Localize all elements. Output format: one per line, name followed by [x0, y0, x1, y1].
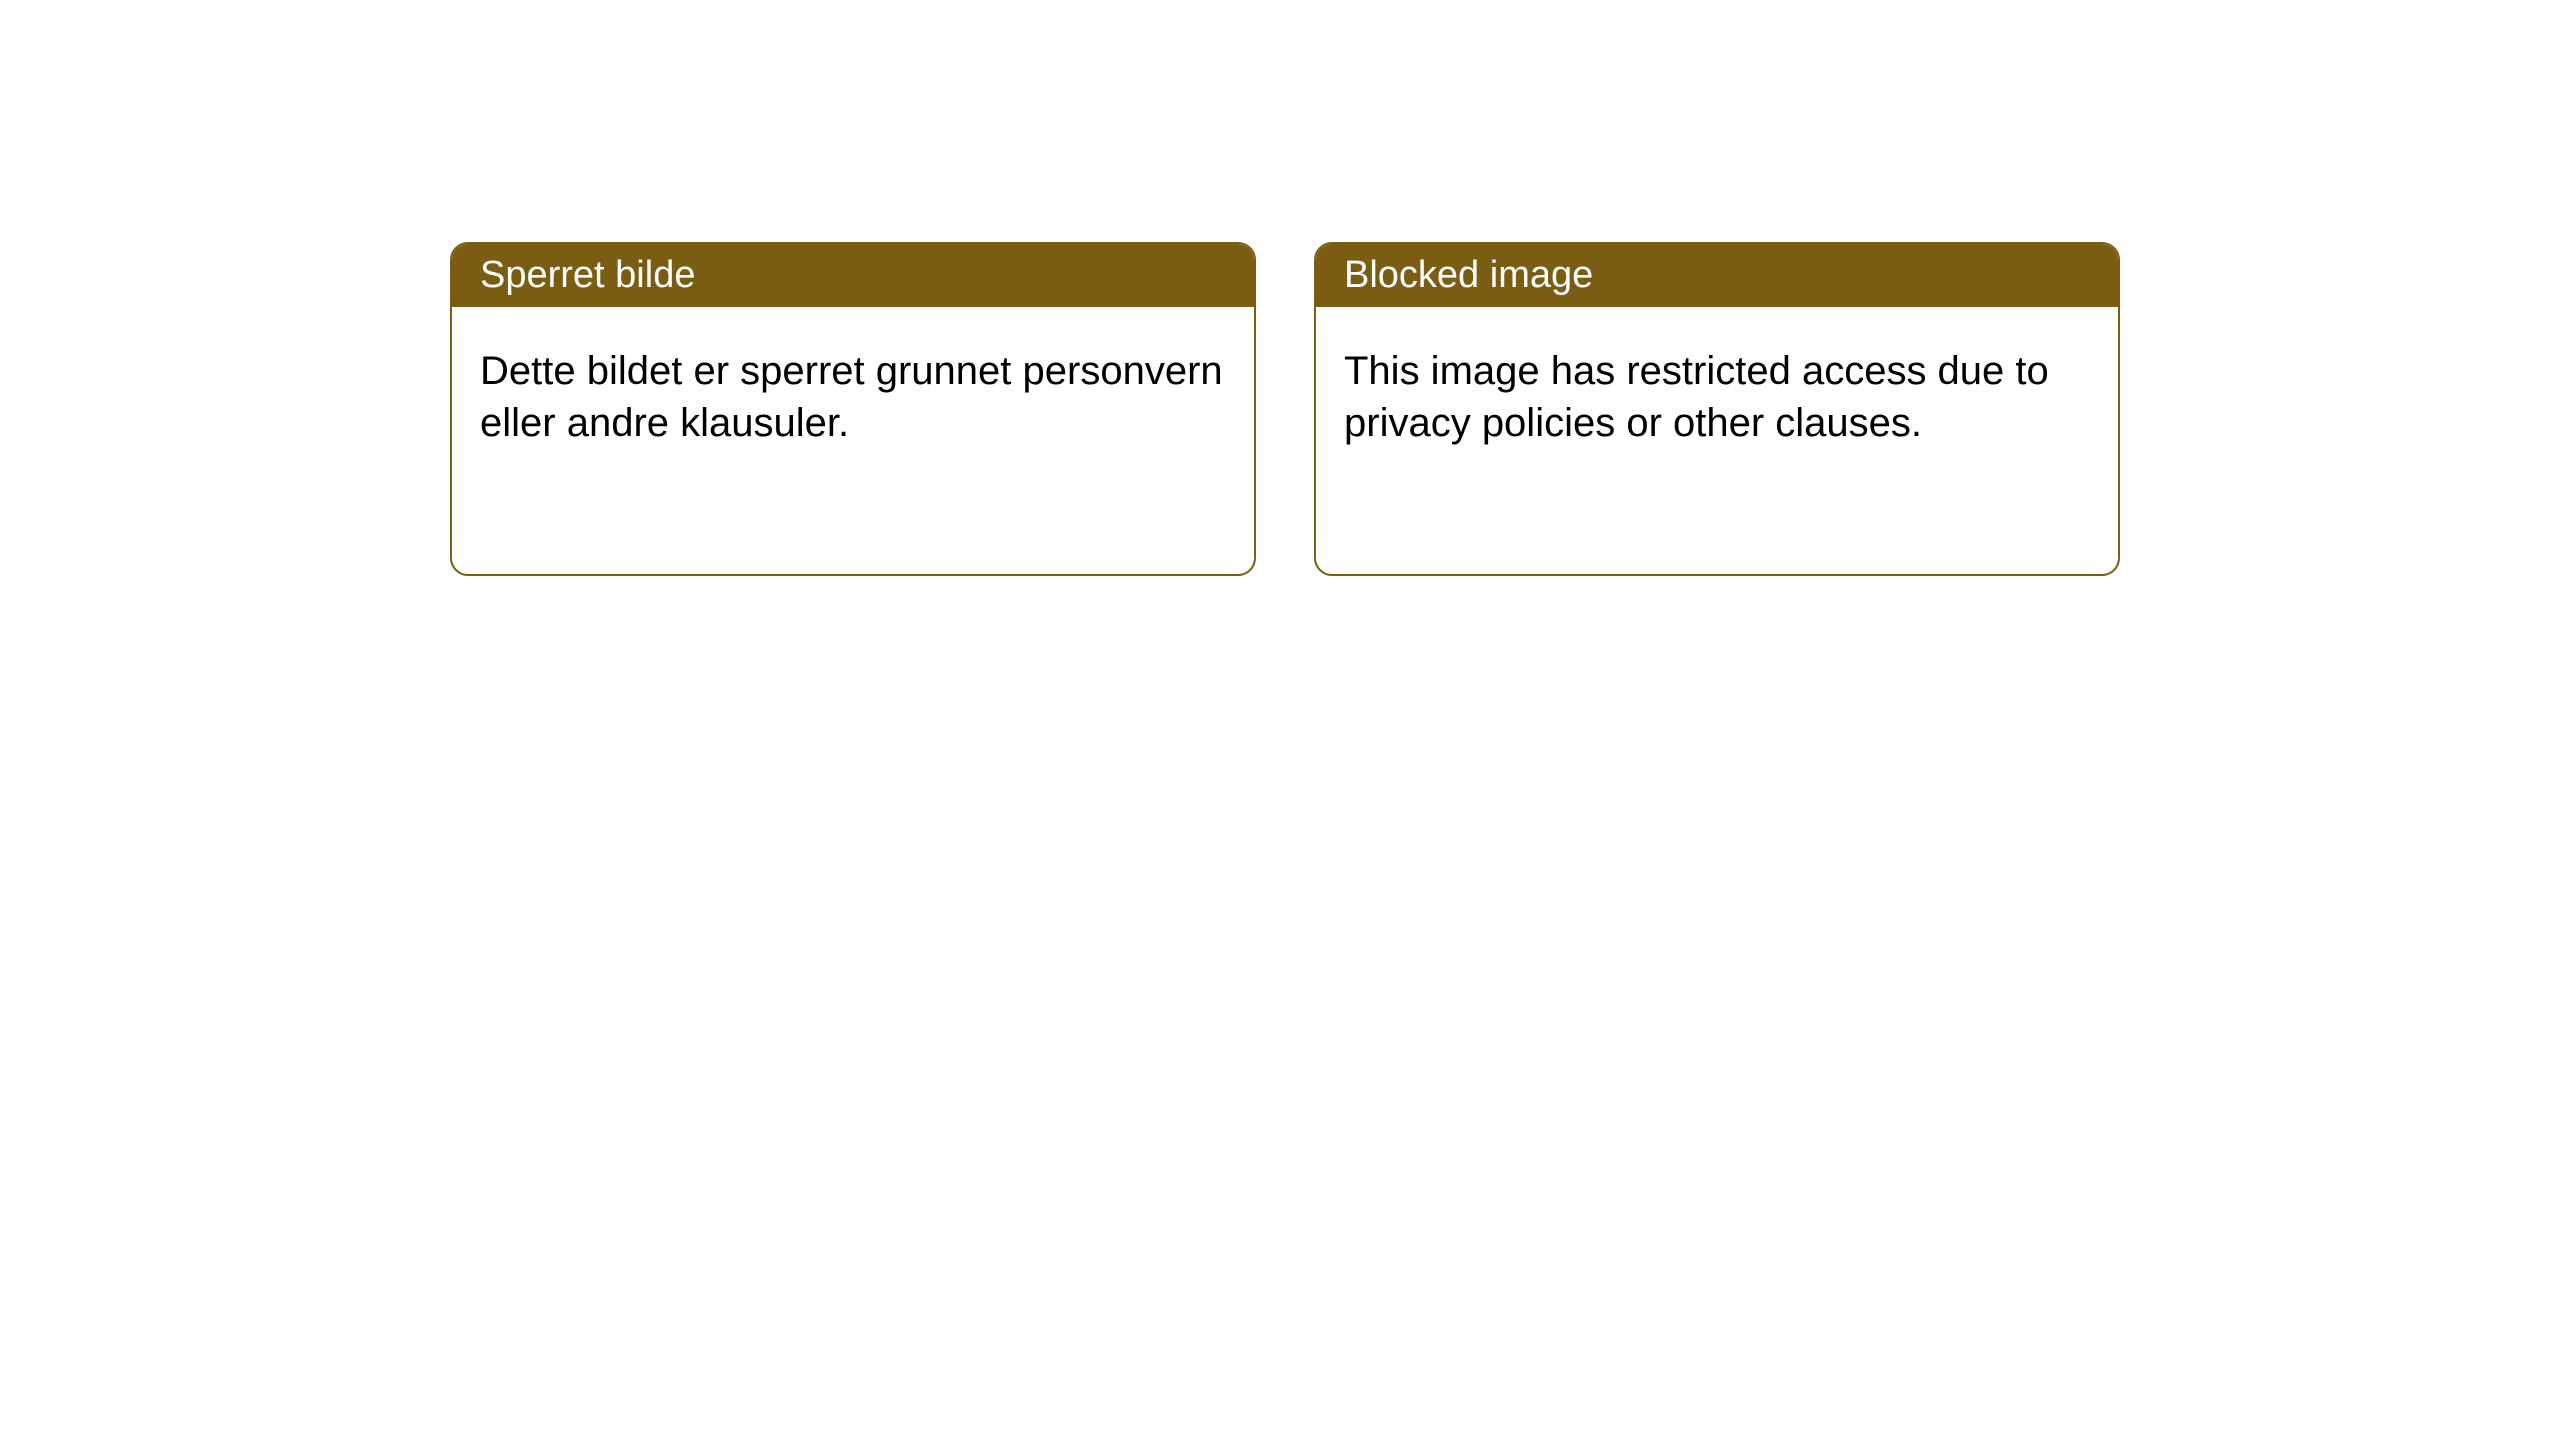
card-body-text: This image has restricted access due to … [1344, 349, 2049, 445]
blocked-image-card-norwegian: Sperret bilde Dette bildet er sperret gr… [450, 242, 1256, 576]
blocked-image-card-english: Blocked image This image has restricted … [1314, 242, 2120, 576]
card-header-text: Blocked image [1344, 254, 1593, 296]
card-body-text: Dette bildet er sperret grunnet personve… [480, 349, 1223, 445]
card-header: Sperret bilde [452, 244, 1254, 307]
card-body: Dette bildet er sperret grunnet personve… [452, 307, 1254, 487]
card-container: Sperret bilde Dette bildet er sperret gr… [0, 0, 2560, 576]
card-header: Blocked image [1316, 244, 2118, 307]
card-header-text: Sperret bilde [480, 254, 695, 296]
card-body: This image has restricted access due to … [1316, 307, 2118, 487]
